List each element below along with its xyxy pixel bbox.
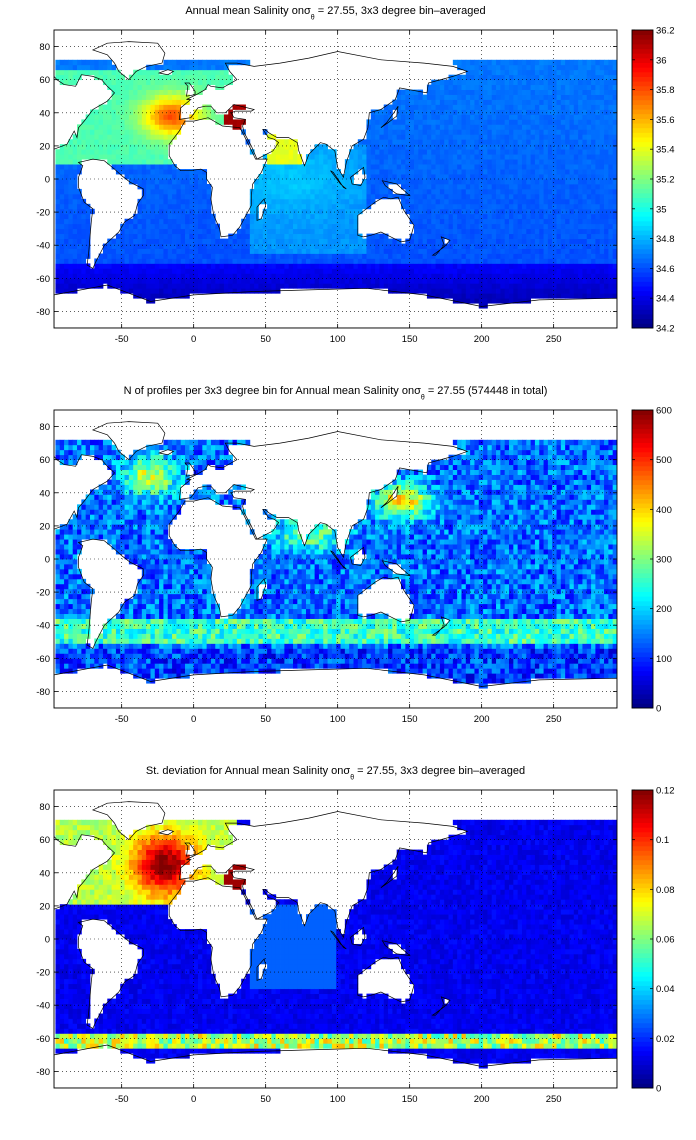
y-tick-label: 20 xyxy=(39,141,50,152)
colorbar-tick-label: 35 xyxy=(656,204,667,215)
x-tick-label: -50 xyxy=(115,334,129,345)
y-tick-label: 40 xyxy=(39,488,50,499)
coastlines xyxy=(54,41,617,328)
colorbar-tick-label: 36 xyxy=(656,55,667,66)
x-tick-label: -50 xyxy=(115,714,129,725)
colorbar-tick-label: 34.6 xyxy=(656,264,675,275)
x-tick-label: 100 xyxy=(330,334,346,345)
y-tick-label: -80 xyxy=(36,687,50,698)
salinity-panel: Annual mean Salinity onσθ = 27.55, 3x3 d… xyxy=(0,0,696,380)
x-tick-label: 150 xyxy=(402,1094,418,1105)
y-tick-label: 0 xyxy=(45,935,50,946)
colorbar-tick-label: 0.06 xyxy=(656,935,675,946)
colorbar-tick-label: 200 xyxy=(656,604,672,615)
y-tick-label: -20 xyxy=(36,968,50,979)
coastlines xyxy=(54,421,617,708)
x-tick-label: 250 xyxy=(546,334,562,345)
x-tick-label: 50 xyxy=(260,714,271,725)
y-tick-label: -20 xyxy=(36,588,50,599)
y-tick-label: -40 xyxy=(36,241,50,252)
profile-count-title: N of profiles per 3x3 degree bin for Ann… xyxy=(123,385,548,402)
x-tick-label: 150 xyxy=(402,334,418,345)
colorbar-tick-label: 0.1 xyxy=(656,835,669,846)
colorbar-tick-label: 36.2 xyxy=(656,26,675,37)
y-tick-label: 40 xyxy=(39,108,50,119)
x-tick-label: 200 xyxy=(474,1094,490,1105)
y-tick-label: -40 xyxy=(36,1001,50,1012)
x-tick-label: 0 xyxy=(191,714,196,725)
x-tick-label: 100 xyxy=(330,1094,346,1105)
y-tick-label: 60 xyxy=(39,835,50,846)
std-dev-panel: St. deviation for Annual mean Salinity o… xyxy=(0,760,696,1140)
colorbar-tick-label: 0.02 xyxy=(656,1034,675,1045)
data-cells xyxy=(55,439,617,689)
x-tick-label: 250 xyxy=(546,714,562,725)
y-tick-label: -60 xyxy=(36,1034,50,1045)
colorbar-tick-label: 0.12 xyxy=(656,786,675,797)
y-tick-label: -60 xyxy=(36,274,50,285)
x-tick-label: 100 xyxy=(330,714,346,725)
colorbar-tick-label: 35.2 xyxy=(656,175,675,186)
coastlines xyxy=(54,801,617,1088)
colorbar-tick-label: 300 xyxy=(656,555,672,566)
colorbar-tick-label: 0 xyxy=(656,1084,661,1095)
colorbar-tick-label: 0 xyxy=(656,704,661,715)
map-frame xyxy=(53,789,618,1089)
profile-count-map: -50 0 50 100 150 200 250806040200-20-40-60-800… xyxy=(36,406,672,726)
y-tick-label: 0 xyxy=(45,175,50,186)
y-tick-label: 40 xyxy=(39,868,50,879)
y-tick-label: -80 xyxy=(36,1067,50,1078)
y-tick-label: 80 xyxy=(39,42,50,53)
x-tick-label: 0 xyxy=(191,334,196,345)
y-tick-label: -40 xyxy=(36,621,50,632)
x-tick-label: 50 xyxy=(260,334,271,345)
y-tick-label: 80 xyxy=(39,422,50,433)
colorbar-tick-label: 400 xyxy=(656,505,672,516)
x-tick-label: 150 xyxy=(402,714,418,725)
colorbar-tick-label: 0.08 xyxy=(656,885,675,896)
data-cells xyxy=(55,59,617,309)
colorbar-tick-label: 35.4 xyxy=(656,145,675,156)
colorbar: 0 0.02 0.04 0.06 0.08 0.1 0.12 xyxy=(631,786,675,1095)
x-tick-label: 50 xyxy=(260,1094,271,1105)
y-tick-label: 20 xyxy=(39,521,50,532)
colorbar: 34.2 34.4 34.6 34.8 35 35.2 35.4 35.6 35.8 36 36.2 xyxy=(631,26,675,335)
x-tick-label: 200 xyxy=(474,714,490,725)
salinity-title: Annual mean Salinity onσθ = 27.55, 3x3 d… xyxy=(185,5,486,22)
profile-count-panel: N of profiles per 3x3 degree bin for Ann… xyxy=(0,380,696,760)
colorbar-tick-label: 100 xyxy=(656,654,672,665)
colorbar-tick-label: 35.6 xyxy=(656,115,675,126)
y-tick-label: 60 xyxy=(39,455,50,466)
std-dev-title: St. deviation for Annual mean Salinity o… xyxy=(145,765,526,782)
x-tick-label: 250 xyxy=(546,1094,562,1105)
x-tick-label: -50 xyxy=(115,1094,129,1105)
salinity-map: -50 0 50 100 150 200 250806040200-20-40-60-803… xyxy=(36,26,675,346)
map-frame xyxy=(53,29,618,329)
colorbar-tick-label: 35.8 xyxy=(656,85,675,96)
y-tick-label: -60 xyxy=(36,654,50,665)
x-tick-label: 200 xyxy=(474,334,490,345)
colorbar-tick-label: 34.4 xyxy=(656,294,675,305)
colorbar-tick-label: 34.2 xyxy=(656,324,675,335)
y-tick-label: -80 xyxy=(36,307,50,318)
std-dev-map: -50 0 50 100 150 200 250806040200-20-40-60-800… xyxy=(36,786,675,1106)
y-tick-label: 20 xyxy=(39,901,50,912)
colorbar-tick-label: 34.8 xyxy=(656,234,675,245)
y-tick-label: 0 xyxy=(45,555,50,566)
x-tick-label: 0 xyxy=(191,1094,196,1105)
colorbar: 0 100 200 300 400 500 600 xyxy=(631,406,672,715)
y-tick-label: -20 xyxy=(36,208,50,219)
y-tick-label: 80 xyxy=(39,802,50,813)
map-frame xyxy=(53,409,618,709)
colorbar-tick-label: 600 xyxy=(656,406,672,417)
colorbar-tick-label: 0.04 xyxy=(656,984,675,995)
y-tick-label: 60 xyxy=(39,75,50,86)
data-cells xyxy=(55,819,617,1069)
colorbar-tick-label: 500 xyxy=(656,455,672,466)
